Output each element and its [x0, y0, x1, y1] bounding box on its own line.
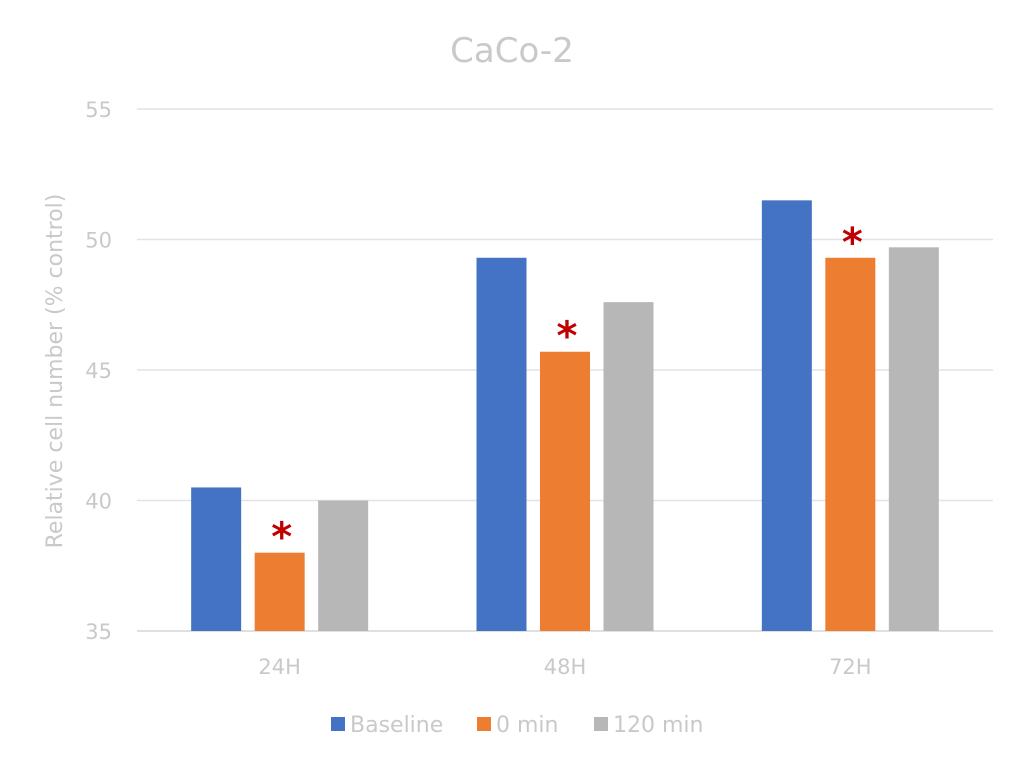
legend: Baseline 0 min 120 min	[331, 713, 703, 738]
bar-baseline-72h	[761, 200, 812, 631]
bar-0-min-48h	[540, 351, 590, 631]
bar-baseline-48h	[476, 257, 527, 631]
bar-120-min-72h	[888, 247, 939, 631]
y-tick-label: 55	[85, 98, 112, 122]
bars	[191, 200, 939, 631]
significance-star: *	[842, 220, 863, 266]
bar-baseline-24h	[191, 487, 242, 631]
legend-swatch	[477, 717, 491, 731]
chart-title: CaCo-2	[450, 31, 574, 71]
y-tick-label: 40	[85, 490, 112, 514]
significance-star: *	[557, 314, 578, 360]
significance-markers: * * *	[271, 220, 863, 561]
x-tick-label: 72H	[829, 655, 872, 679]
legend-swatch	[594, 717, 608, 731]
y-tick-label: 50	[85, 229, 112, 253]
legend-swatch	[331, 717, 345, 731]
x-tick-label: 24H	[258, 655, 301, 679]
legend-label: Baseline	[350, 713, 443, 738]
y-axis-ticks: 35 40 45 50 55	[85, 98, 112, 644]
legend-label: 120 min	[613, 713, 703, 738]
y-tick-label: 35	[85, 620, 112, 644]
y-tick-label: 45	[85, 359, 112, 383]
legend-label: 0 min	[496, 713, 558, 738]
y-axis-label: Relative cell number (% control)	[43, 194, 68, 549]
bar-0-min-24h	[254, 552, 305, 631]
x-axis-ticks: 24H 48H 72H	[258, 655, 871, 679]
bar-120-min-24h	[318, 500, 369, 631]
bar-0-min-72h	[825, 257, 876, 631]
x-tick-label: 48H	[544, 655, 587, 679]
bar-120-min-48h	[603, 302, 654, 631]
significance-star: *	[271, 515, 292, 561]
